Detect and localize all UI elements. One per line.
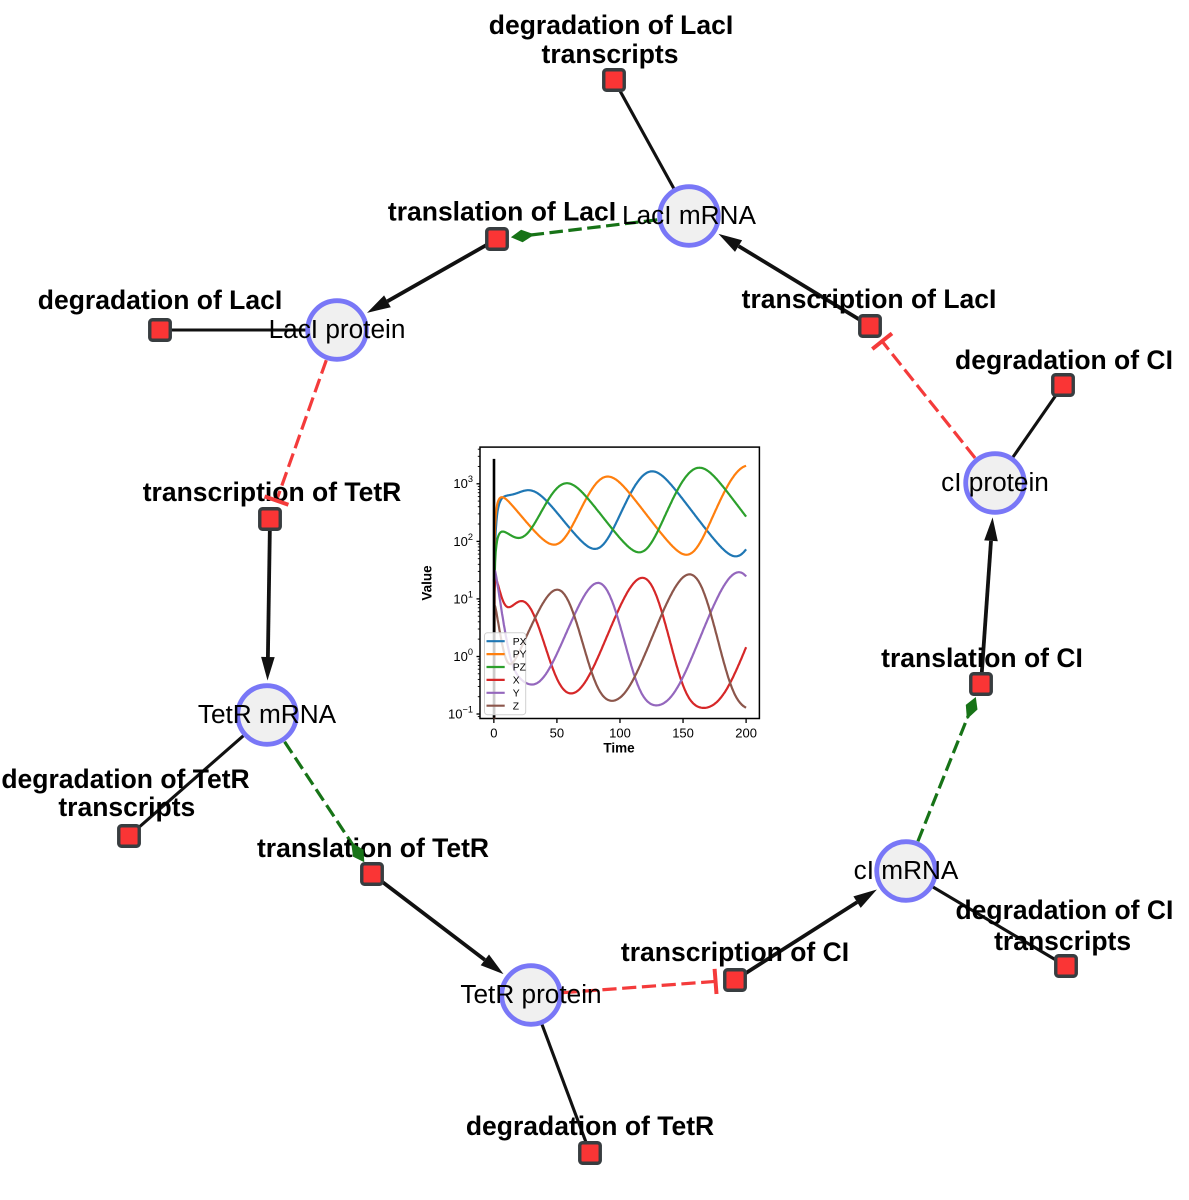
- svg-text:degradation of CI: degradation of CI: [955, 345, 1173, 375]
- svg-text:TetR mRNA: TetR mRNA: [198, 699, 337, 729]
- svg-text:PZ: PZ: [513, 663, 526, 674]
- svg-text:transcripts: transcripts: [542, 39, 679, 69]
- svg-text:cI protein: cI protein: [941, 467, 1049, 497]
- svg-text:Value: Value: [420, 565, 435, 601]
- svg-text:Z: Z: [513, 701, 519, 712]
- svg-text:transcripts: transcripts: [994, 926, 1131, 956]
- svg-text:Time: Time: [603, 740, 635, 755]
- svg-text:transcription of CI: transcription of CI: [621, 937, 849, 967]
- svg-text:degradation of TetR: degradation of TetR: [466, 1111, 714, 1141]
- svg-text:cI mRNA: cI mRNA: [854, 855, 959, 885]
- svg-text:X: X: [513, 676, 520, 687]
- svg-text:transcription of LacI: transcription of LacI: [742, 284, 997, 314]
- svg-text:transcription of TetR: transcription of TetR: [143, 477, 402, 507]
- svg-text:transcripts: transcripts: [58, 792, 195, 822]
- svg-text:degradation of LacI: degradation of LacI: [489, 10, 733, 40]
- svg-text:LacI mRNA: LacI mRNA: [622, 200, 756, 230]
- svg-text:50: 50: [550, 725, 564, 740]
- svg-text:degradation of CI: degradation of CI: [955, 895, 1173, 925]
- svg-text:PY: PY: [513, 650, 527, 661]
- svg-text:degradation of LacI: degradation of LacI: [38, 285, 282, 315]
- svg-text:degradation of TetR: degradation of TetR: [1, 764, 249, 794]
- svg-text:translation of LacI: translation of LacI: [388, 197, 616, 227]
- svg-text:LacI protein: LacI protein: [269, 314, 406, 344]
- svg-text:150: 150: [672, 725, 694, 740]
- svg-text:Y: Y: [513, 688, 520, 699]
- svg-text:200: 200: [735, 725, 757, 740]
- svg-text:0: 0: [490, 725, 497, 740]
- svg-text:translation of TetR: translation of TetR: [257, 833, 489, 863]
- svg-text:PX: PX: [513, 637, 527, 648]
- svg-text:translation of CI: translation of CI: [881, 643, 1083, 673]
- svg-text:100: 100: [609, 725, 631, 740]
- svg-text:TetR protein: TetR protein: [460, 979, 601, 1009]
